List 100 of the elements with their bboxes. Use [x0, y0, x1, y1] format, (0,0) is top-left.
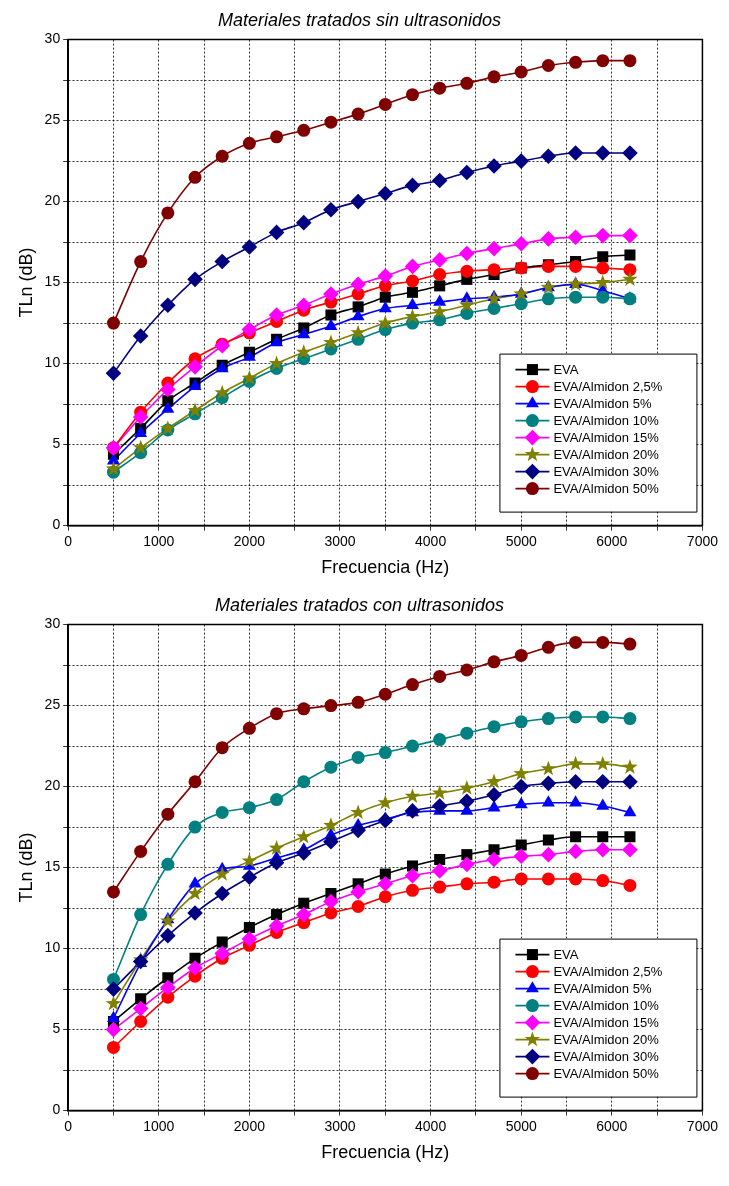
x-tick-label: 0 [64, 532, 73, 549]
point [161, 401, 175, 413]
point [324, 318, 338, 331]
point [622, 145, 638, 161]
y-tick-label: 15 [44, 858, 61, 875]
point [378, 890, 392, 904]
chart-title: Materiales tratados sin ultrasonidos [217, 9, 502, 30]
point [487, 720, 501, 734]
x-tick-label: 4000 [415, 532, 447, 549]
point [460, 663, 474, 677]
point [622, 773, 638, 790]
point [378, 687, 392, 701]
point [242, 136, 256, 150]
point [160, 927, 176, 944]
point [132, 409, 149, 425]
point [241, 869, 258, 886]
point [378, 746, 392, 760]
legend-label: EVA/Almidon 5% [553, 396, 652, 412]
point [351, 695, 365, 709]
point [404, 867, 421, 884]
point [350, 193, 366, 210]
point [540, 760, 557, 776]
point [594, 773, 611, 790]
point [459, 245, 475, 262]
x-tick-label: 1000 [143, 1117, 175, 1134]
point [460, 264, 474, 278]
point [187, 905, 203, 921]
point [298, 897, 310, 909]
point [268, 918, 285, 934]
point [623, 54, 637, 68]
point [214, 885, 231, 902]
y-tick-label: 15 [44, 273, 61, 290]
y-tick-label: 10 [44, 939, 61, 956]
point [377, 812, 394, 829]
x-tick-label: 7000 [686, 532, 719, 549]
point [514, 648, 528, 662]
point [105, 995, 122, 1011]
x-tick-label: 5000 [505, 532, 537, 549]
point [243, 922, 255, 934]
point [541, 872, 555, 886]
point [351, 899, 365, 913]
point [431, 784, 448, 800]
point [594, 227, 611, 244]
point [460, 76, 474, 90]
point [596, 54, 610, 68]
point [324, 115, 338, 129]
point [377, 314, 394, 330]
point [460, 877, 474, 891]
y-tick-label: 25 [44, 111, 61, 128]
legend-label: EVA/Almidon 15% [553, 430, 660, 446]
point [405, 88, 419, 102]
point [514, 796, 528, 809]
point [295, 845, 312, 861]
x-tick-label: 4000 [415, 1117, 447, 1134]
point [514, 715, 528, 729]
point [406, 297, 419, 310]
point [134, 908, 148, 922]
point [459, 780, 475, 795]
point [622, 271, 638, 286]
point [596, 710, 610, 724]
point [434, 280, 446, 292]
legend-label: EVA/Almidon 15% [553, 1015, 660, 1031]
point [597, 251, 609, 263]
point [377, 876, 394, 892]
point [241, 239, 258, 255]
point [160, 979, 176, 996]
point [404, 788, 421, 803]
point [323, 286, 339, 302]
point [377, 268, 394, 284]
point [596, 635, 610, 649]
point [540, 846, 557, 863]
point [570, 831, 582, 843]
point [567, 755, 584, 771]
x-tick-label: 0 [64, 1117, 73, 1134]
point [295, 906, 312, 923]
point [105, 460, 122, 476]
point [350, 276, 366, 293]
point [569, 710, 583, 724]
y-axis-title: TLn (dB) [15, 832, 36, 903]
point [214, 865, 230, 881]
x-tick-label: 3000 [324, 532, 356, 549]
point [540, 231, 557, 247]
point [541, 292, 555, 306]
point [569, 259, 583, 273]
point [351, 309, 365, 321]
point [105, 365, 122, 382]
point [514, 65, 528, 79]
point [623, 263, 637, 277]
point [596, 798, 610, 810]
point [189, 952, 201, 964]
point [486, 290, 502, 306]
point [405, 274, 419, 288]
point [214, 945, 231, 962]
point [324, 699, 338, 713]
point [188, 876, 202, 888]
point [541, 712, 555, 726]
x-axis-title: Frecuencia (Hz) [321, 557, 450, 578]
point [513, 235, 530, 252]
point [106, 1040, 120, 1054]
point [132, 1000, 149, 1017]
